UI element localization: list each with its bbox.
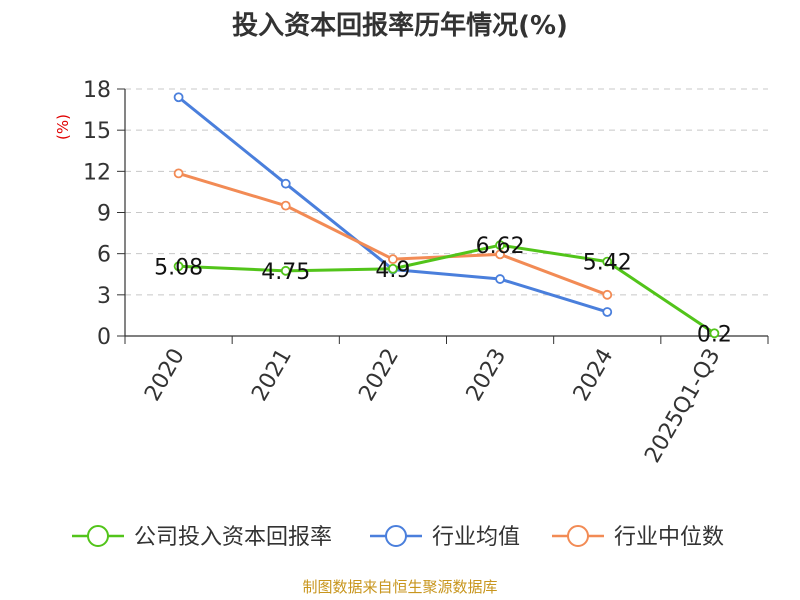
data-label: 4.9 [375,258,410,283]
grid-lines [125,88,768,296]
data-point [280,178,291,189]
x-tick-label: 2020 [140,345,190,406]
data-point [495,249,505,260]
data-point [388,263,398,274]
source-note: 制图数据来自恒生聚源数据库 [302,578,497,596]
data-label: 0.2 [697,322,732,347]
data-point [280,200,291,211]
data-point [280,265,291,276]
x-tick-label: 2024 [569,345,619,406]
data-label: 5.08 [154,255,203,280]
legend: 公司投入资本回报率 行业均值 行业中位数 [72,525,724,550]
data-label: 5.42 [583,251,632,276]
data-point [495,240,505,251]
y-tick-label: 6 [97,243,111,268]
legend-marker [87,525,109,547]
data-point [173,168,184,179]
y-tick-label: 3 [97,284,111,309]
y-tick-label: 15 [83,119,111,144]
data-point [602,307,613,317]
data-point [602,256,613,267]
data-point [495,274,505,284]
x-tick-label: 2025Q1-Q3 [640,345,725,468]
data-label: 6.62 [476,234,525,259]
data-point [388,254,398,265]
x-tick-label: 2023 [462,345,512,406]
x-tick-label: 2021 [247,345,297,406]
chart-title: 投入资本回报率历年情况(%) [232,10,568,41]
series-line-0 [178,243,716,335]
series-layer [173,92,720,339]
data-point [602,289,613,300]
y-tick-label: 12 [83,160,111,185]
y-tick-label: 9 [97,202,111,227]
legend-label[interactable]: 行业均值 [432,525,520,550]
legend-marker [567,525,589,547]
data-labels: 5.08 4.75 4.9 6.62 5.42 0.2 [154,234,732,347]
data-point [173,261,184,272]
legend-label[interactable]: 公司投入资本回报率 [134,525,332,550]
data-point [709,328,720,339]
x-tick-label: 2022 [354,345,404,406]
data-point [173,92,184,103]
y-tick-label: 0 [97,325,111,350]
legend-label[interactable]: 行业中位数 [614,525,724,550]
data-label: 4.75 [261,260,310,285]
legend-marker [385,525,407,547]
y-axis-label: (%) [54,114,72,140]
y-tick-label: 18 [83,78,111,103]
